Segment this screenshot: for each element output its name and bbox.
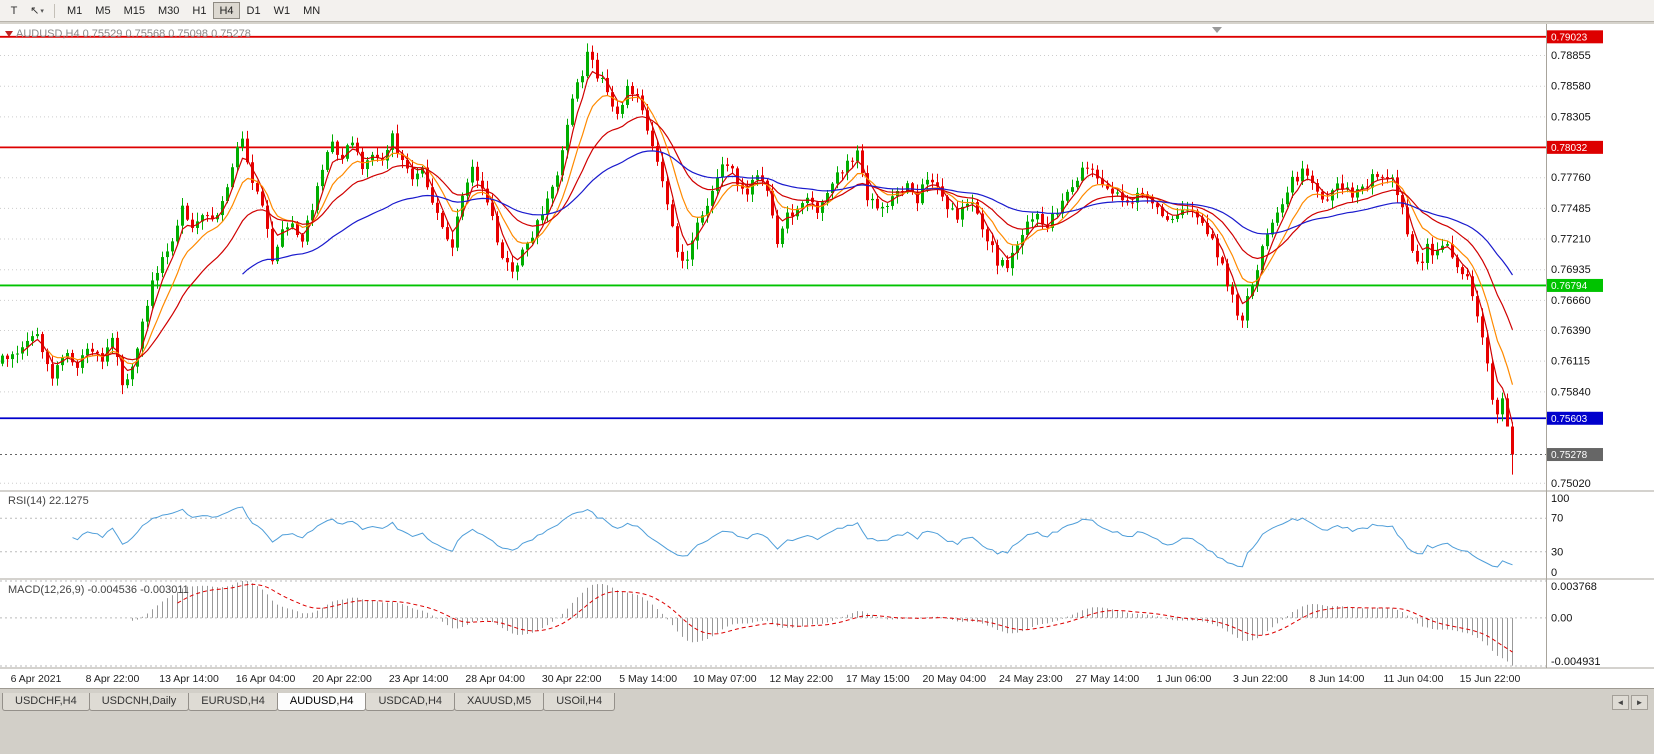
timeframe-button-m15[interactable]: M15 xyxy=(118,2,151,19)
chart-canvas[interactable]: 100703000.0037680.00-0.0049310.788550.78… xyxy=(0,24,1654,688)
svg-text:1 Jun 06:00: 1 Jun 06:00 xyxy=(1156,673,1211,685)
svg-text:0.76390: 0.76390 xyxy=(1551,325,1591,337)
chart-tab-eurusd-h4[interactable]: EURUSD,H4 xyxy=(188,693,278,711)
timeframe-button-m30[interactable]: M30 xyxy=(152,2,185,19)
svg-text:0.00: 0.00 xyxy=(1551,612,1572,624)
ma-20-line xyxy=(102,116,1514,361)
chart-tab-usdcad-h4[interactable]: USDCAD,H4 xyxy=(365,693,456,711)
svg-text:0.77210: 0.77210 xyxy=(1551,234,1591,246)
svg-text:0: 0 xyxy=(1551,567,1557,579)
cursor-icon: ↖ xyxy=(30,5,40,17)
horizontal-level-lines[interactable] xyxy=(0,35,1546,420)
timeframe-button-m5[interactable]: M5 xyxy=(89,2,116,19)
svg-text:0.75840: 0.75840 xyxy=(1551,386,1591,398)
timeframe-buttons: M1 M5 M15 M30 H1 H4 D1 W1 MN xyxy=(61,2,326,19)
dropdown-caret-icon: ▾ xyxy=(40,7,44,15)
svg-text:0.75020: 0.75020 xyxy=(1551,478,1591,490)
svg-text:0.76660: 0.76660 xyxy=(1551,295,1591,307)
timeframe-button-w1[interactable]: W1 xyxy=(268,2,297,19)
svg-text:10 May 07:00: 10 May 07:00 xyxy=(693,673,757,685)
chart-tab-usdcnh-daily[interactable]: USDCNH,Daily xyxy=(88,693,190,711)
svg-text:0.75603: 0.75603 xyxy=(1551,414,1588,425)
svg-text:20 May 04:00: 20 May 04:00 xyxy=(922,673,986,685)
svg-text:0.76794: 0.76794 xyxy=(1551,281,1588,292)
toolbar: T ↖ ▾ M1 M5 M15 M30 H1 H4 D1 W1 MN xyxy=(0,0,1654,22)
timeframe-button-h1[interactable]: H1 xyxy=(186,2,212,19)
svg-text:28 Apr 04:00: 28 Apr 04:00 xyxy=(465,673,525,685)
chart-tab-usoil-h4[interactable]: USOil,H4 xyxy=(543,693,616,711)
svg-text:70: 70 xyxy=(1551,513,1563,525)
svg-text:30 Apr 22:00: 30 Apr 22:00 xyxy=(542,673,602,685)
chart-window: 100 70 30 0 0.003768 0.00 -0.004931 0.78855 0.78… xyxy=(0,24,1654,688)
svg-text:11 Jun 04:00: 11 Jun 04:00 xyxy=(1383,673,1443,685)
svg-text:0.78305: 0.78305 xyxy=(1551,111,1591,123)
ma-48-line xyxy=(242,150,1514,276)
svg-text:12 May 22:00: 12 May 22:00 xyxy=(769,673,833,685)
svg-text:0.76935: 0.76935 xyxy=(1551,264,1591,276)
svg-text:0.78580: 0.78580 xyxy=(1551,81,1591,93)
svg-text:5 May 14:00: 5 May 14:00 xyxy=(619,673,677,685)
text-tool-button[interactable]: T xyxy=(3,2,25,20)
svg-text:-0.004931: -0.004931 xyxy=(1551,656,1601,668)
time-axis[interactable]: 6 Apr 2021 8 Apr 22:00 13 Apr 14:00 16 Apr … xyxy=(11,673,1521,685)
chart-tabs: USDCHF,H4 USDCNH,Daily EURUSD,H4 AUDUSD,H4 U… xyxy=(0,693,1654,711)
price-tags: 0.79023 0.78032 0.76794 0.75603 0.75278 xyxy=(1547,30,1603,462)
chart-tab-audusd-h4[interactable]: AUDUSD,H4 xyxy=(276,693,367,711)
svg-text:23 Apr 14:00: 23 Apr 14:00 xyxy=(389,673,449,685)
svg-text:0.78032: 0.78032 xyxy=(1551,143,1588,154)
svg-text:100: 100 xyxy=(1551,493,1569,505)
svg-text:3 Jun 22:00: 3 Jun 22:00 xyxy=(1233,673,1288,685)
svg-text:8 Apr 22:00: 8 Apr 22:00 xyxy=(86,673,140,685)
timeframe-button-mn[interactable]: MN xyxy=(297,2,326,19)
svg-text:24 May 23:00: 24 May 23:00 xyxy=(999,673,1063,685)
tab-scroll-buttons: ◄ ► xyxy=(1612,695,1648,710)
svg-text:6 Apr 2021: 6 Apr 2021 xyxy=(11,673,62,685)
svg-text:27 May 14:00: 27 May 14:00 xyxy=(1076,673,1140,685)
svg-text:16 Apr 04:00: 16 Apr 04:00 xyxy=(236,673,296,685)
price-axis[interactable]: 0.78855 0.78580 0.78305 0.77760 0.77485 0.772… xyxy=(1551,50,1591,490)
toolbar-separator xyxy=(54,3,55,18)
svg-text:0.003768: 0.003768 xyxy=(1551,581,1597,593)
rsi-line xyxy=(72,506,1513,568)
symbol-marker-icon xyxy=(5,31,13,37)
chart-shift-marker-icon[interactable] xyxy=(1212,27,1222,33)
svg-text:13 Apr 14:00: 13 Apr 14:00 xyxy=(159,673,219,685)
svg-text:15 Jun 22:00: 15 Jun 22:00 xyxy=(1460,673,1521,685)
chart-tab-xauusd-m5[interactable]: XAUUSD,M5 xyxy=(454,693,545,711)
timeframe-button-m1[interactable]: M1 xyxy=(61,2,88,19)
timeframe-button-d1[interactable]: D1 xyxy=(241,2,267,19)
svg-text:0.77485: 0.77485 xyxy=(1551,203,1591,215)
chart-tab-usdchf-h4[interactable]: USDCHF,H4 xyxy=(2,693,90,711)
svg-text:8 Jun 14:00: 8 Jun 14:00 xyxy=(1310,673,1365,685)
svg-text:0.79023: 0.79023 xyxy=(1551,32,1588,43)
chart-tab-bar: USDCHF,H4 USDCNH,Daily EURUSD,H4 AUDUSD,H4 U… xyxy=(0,688,1654,754)
svg-text:30: 30 xyxy=(1551,546,1563,558)
svg-text:0.77760: 0.77760 xyxy=(1551,172,1591,184)
timeframe-button-h4[interactable]: H4 xyxy=(213,2,240,19)
tabs-scroll-right-button[interactable]: ► xyxy=(1631,695,1648,710)
svg-text:0.75278: 0.75278 xyxy=(1551,450,1588,461)
pointer-tool-button[interactable]: ↖ ▾ xyxy=(26,2,48,20)
tabs-scroll-left-button[interactable]: ◄ xyxy=(1612,695,1629,710)
svg-text:17 May 15:00: 17 May 15:00 xyxy=(846,673,910,685)
svg-text:0.76115: 0.76115 xyxy=(1551,356,1590,368)
svg-text:20 Apr 22:00: 20 Apr 22:00 xyxy=(312,673,372,685)
macd-signal-line xyxy=(177,583,1513,653)
svg-text:0.78855: 0.78855 xyxy=(1551,50,1591,62)
